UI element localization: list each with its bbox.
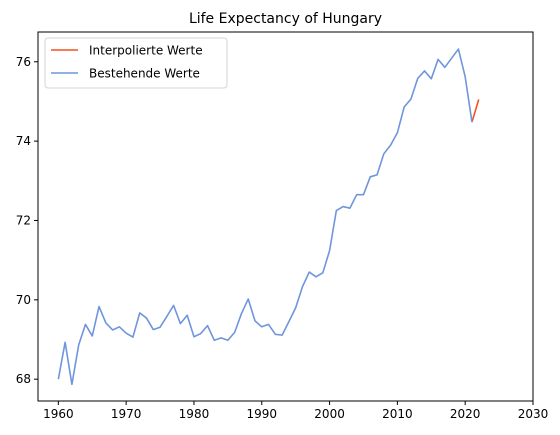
plot-frame — [37, 31, 534, 402]
y-tick-label: 72 — [16, 213, 31, 227]
y-tick-label: 68 — [16, 372, 31, 386]
y-tick-label: 70 — [16, 293, 31, 307]
x-tick-label: 1960 — [43, 407, 74, 421]
plot-lines — [57, 48, 480, 386]
legend-box — [44, 37, 228, 89]
x-tick-label: 2000 — [314, 407, 345, 421]
x-tick-label: 2030 — [518, 407, 549, 421]
x-tick-label: 2020 — [450, 407, 481, 421]
x-axis: 1960 1970 1980 1990 2000 2010 2020 2030 — [43, 401, 548, 421]
chart-title: Life Expectancy of Hungary — [189, 11, 382, 27]
x-tick-label: 1980 — [179, 407, 210, 421]
legend: Interpolierte Werte Bestehende Werte — [44, 37, 228, 89]
x-tick-label: 2010 — [382, 407, 413, 421]
x-tick-label: 1970 — [111, 407, 142, 421]
series-line-0 — [471, 99, 480, 123]
series-line-1 — [57, 48, 473, 386]
y-tick-label: 74 — [16, 134, 31, 148]
legend-label-existing: Bestehende Werte — [89, 67, 200, 81]
y-tick-label: 76 — [16, 55, 31, 69]
x-tick-label: 1990 — [246, 407, 277, 421]
legend-label-interpolated: Interpolierte Werte — [89, 44, 203, 58]
y-axis: 68 70 72 74 76 — [16, 55, 38, 386]
